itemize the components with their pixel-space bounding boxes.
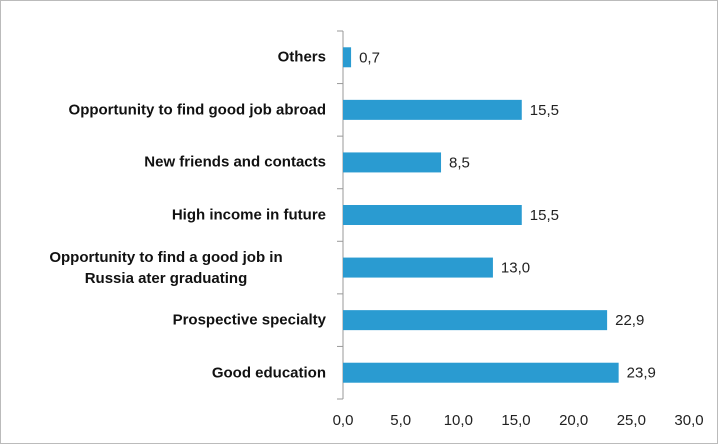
y-tick-label: Good education <box>211 364 326 382</box>
x-tick-label: 15,0 <box>501 412 530 429</box>
value-label: 0,7 <box>359 49 380 66</box>
bar <box>343 362 619 383</box>
x-tick-label: 5,0 <box>390 412 411 429</box>
x-tick-label: 30,0 <box>674 412 703 429</box>
value-label: 8,5 <box>449 154 470 171</box>
value-label: 22,9 <box>615 312 644 329</box>
y-tick-label: High income in future <box>171 206 326 224</box>
x-tick-label: 25,0 <box>617 412 646 429</box>
value-label: 15,5 <box>530 102 559 119</box>
bar <box>343 152 442 173</box>
y-tick-label: Prospective specialty <box>172 311 326 329</box>
y-tick-label: Opportunity to find good job abroad <box>68 101 326 119</box>
y-tick-label: Others <box>277 48 326 66</box>
bar <box>343 205 522 225</box>
value-label: 13,0 <box>501 260 530 277</box>
y-tick-label: New friends and contacts <box>144 153 326 171</box>
bar <box>343 99 522 120</box>
value-label: 15,5 <box>530 207 559 224</box>
bar <box>343 257 493 278</box>
x-tick-label: 0,0 <box>333 412 354 429</box>
x-tick-label: 10,0 <box>444 412 473 429</box>
y-tick-label: Opportunity to find a good job in Russia… <box>49 248 283 287</box>
bar <box>343 310 608 331</box>
x-tick-label: 20,0 <box>559 412 588 429</box>
value-label: 23,9 <box>627 365 656 382</box>
bar <box>343 47 352 68</box>
